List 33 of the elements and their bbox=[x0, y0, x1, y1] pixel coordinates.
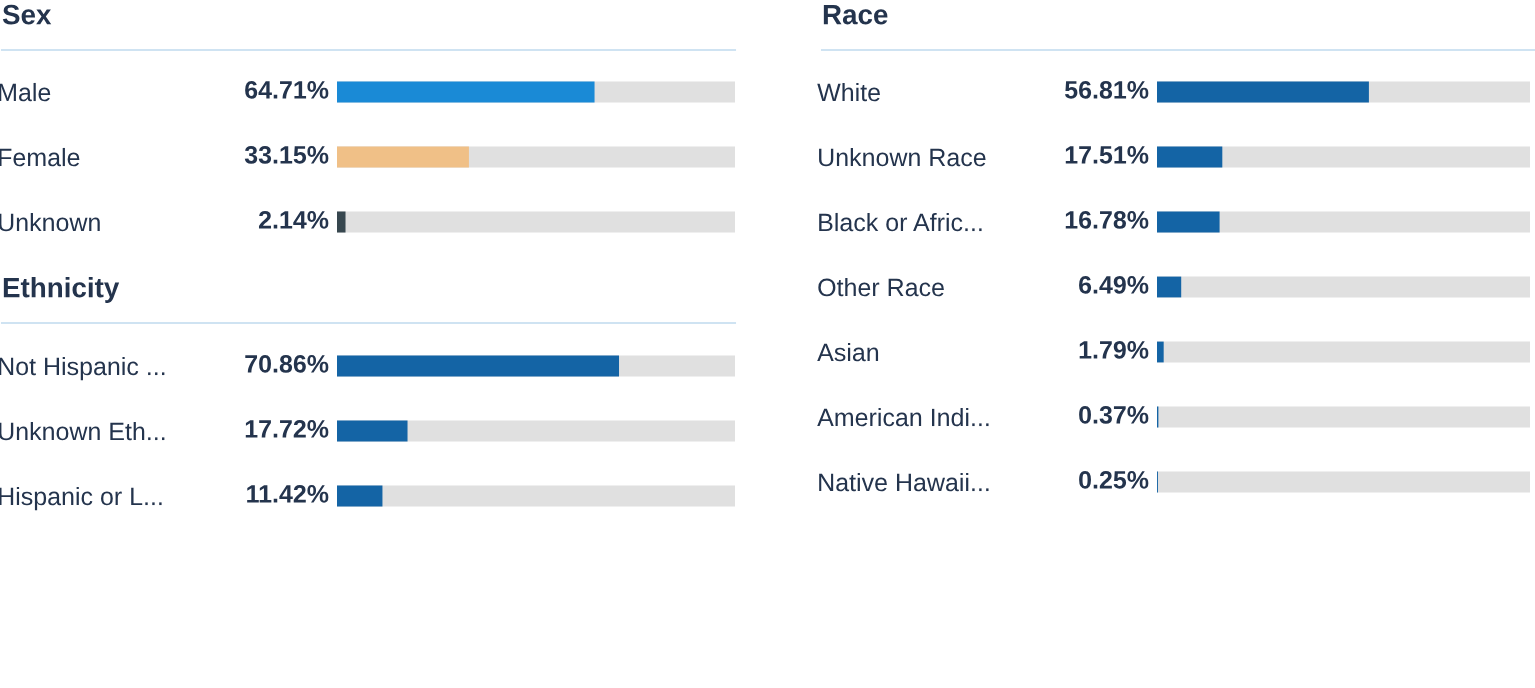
y-tick-label: Unknown Eth... bbox=[0, 421, 165, 441]
bar bbox=[1157, 146, 1223, 168]
y-tick-label: American Indi... bbox=[817, 407, 989, 427]
data-label: 6.49% bbox=[1079, 276, 1149, 294]
data-label: 56.81% bbox=[1064, 81, 1149, 99]
data-label: 11.42% bbox=[247, 485, 329, 503]
y-tick-label: Black or Afric... bbox=[819, 212, 982, 232]
y-tick-label: Unknown bbox=[0, 212, 100, 232]
y-tick-label: Asian bbox=[817, 342, 879, 362]
y-tick-label: White bbox=[817, 82, 880, 102]
data-label: 16.78% bbox=[1065, 211, 1149, 229]
data-label: 17.72% bbox=[245, 420, 329, 438]
data-label: 64.71% bbox=[245, 81, 329, 99]
y-tick-label: Hispanic or L... bbox=[0, 486, 162, 511]
text: Race bbox=[823, 5, 888, 25]
text: Ethnicity bbox=[3, 277, 120, 303]
y-tick-label: Not Hispanic ... bbox=[0, 356, 165, 381]
y-tick-label: Male bbox=[0, 82, 51, 102]
data-label: 1.79% bbox=[1079, 341, 1149, 359]
data-label: 0.37% bbox=[1079, 406, 1149, 424]
data-label: 17.51% bbox=[1065, 146, 1149, 164]
data-label: 2.14% bbox=[258, 211, 329, 229]
y-tick-label: Female bbox=[0, 147, 80, 167]
text: Sex bbox=[2, 4, 52, 25]
data-label: 0.25% bbox=[1079, 471, 1149, 489]
bar bbox=[1157, 276, 1182, 298]
data-label: 33.15% bbox=[244, 146, 329, 164]
y-tick-label: Other Race bbox=[818, 277, 944, 297]
y-tick-label: Unknown Race bbox=[819, 147, 986, 167]
bar bbox=[1157, 341, 1164, 363]
y-tick-label: Native Hawaii... bbox=[819, 472, 989, 492]
data-label: 70.86% bbox=[245, 355, 329, 373]
bar bbox=[1157, 211, 1220, 233]
